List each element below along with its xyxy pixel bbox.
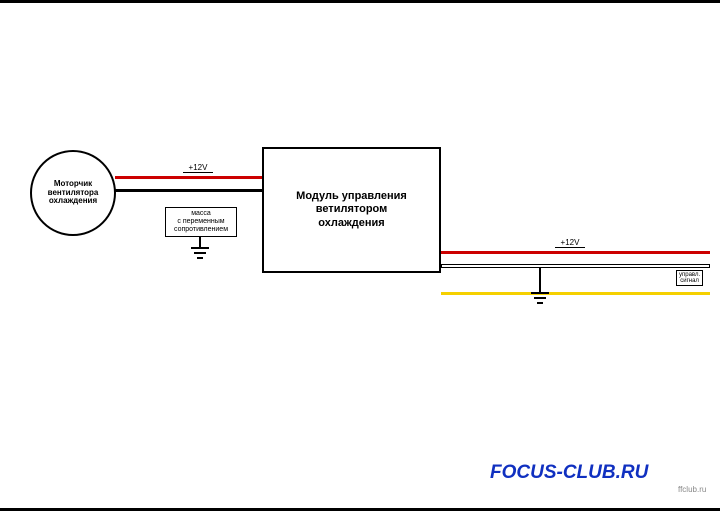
ground-symbol-left [188,237,212,261]
wire-right-ground [441,264,710,268]
motor-node: Моторчиквентилятораохлаждения [30,150,116,236]
wire-left-12v [115,176,262,179]
control-module-node: Модуль управленияветиляторомохлаждения [262,147,441,273]
diagram-canvas: +12V +12V управл.сигнал Моторчиквентилят… [0,0,720,511]
watermark-ffclub: ffclub.ru [678,485,706,494]
wire-left-ground [115,189,262,192]
ground-symbol-right [528,268,552,306]
wire-right-12v [441,251,710,254]
label-right-signal: управл.сигнал [676,270,703,286]
variable-resistance-label: массас переменнымсопротивлением [174,210,228,233]
label-left-12v: +12V [183,163,213,173]
motor-label: Моторчиквентилятораохлаждения [48,180,99,206]
wire-right-signal [441,292,710,295]
variable-resistance-node: массас переменнымсопротивлением [165,207,237,237]
control-module-label: Модуль управленияветиляторомохлаждения [296,190,407,230]
frame-border-top [0,0,720,3]
label-right-12v: +12V [555,238,585,248]
watermark-focusclub: FOCUS-CLUB.RU [490,462,648,484]
